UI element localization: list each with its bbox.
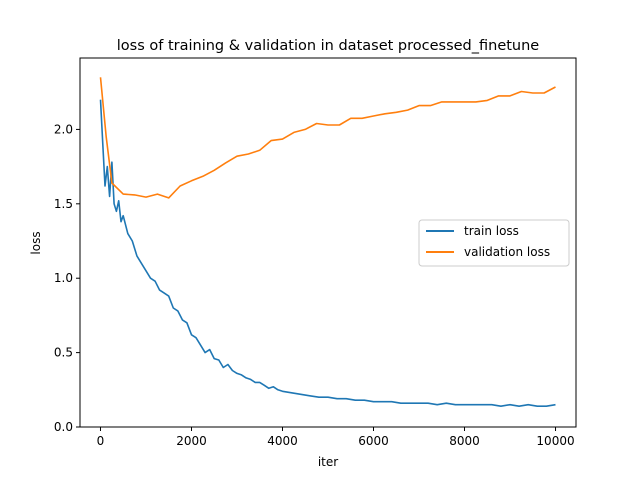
y-tick-label: 0.5 <box>54 346 73 360</box>
x-tick-label: 4000 <box>267 434 298 448</box>
x-axis-label: iter <box>318 455 338 469</box>
x-tick-label: 6000 <box>358 434 389 448</box>
legend-label-train: train loss <box>464 224 519 238</box>
legend-label-validation: validation loss <box>464 245 550 259</box>
x-tick-label: 0 <box>97 434 105 448</box>
legend-box <box>418 219 570 267</box>
series-line-train-loss <box>99 99 556 408</box>
plot-area <box>79 57 577 428</box>
chart-title: loss of training & validation in dataset… <box>117 38 540 54</box>
x-tick-label: 2000 <box>176 434 207 448</box>
y-tick-label: 1.5 <box>54 197 73 211</box>
legend: train loss validation loss <box>418 219 570 267</box>
x-tick-label: 10000 <box>536 434 574 448</box>
x-axis: 0 2000 4000 6000 8000 10000 <box>97 427 575 448</box>
x-tick-label: 8000 <box>449 434 480 448</box>
y-axis-label: loss <box>29 231 43 254</box>
y-axis: 0.0 0.5 1.0 1.5 2.0 <box>54 122 80 434</box>
series-line-validation-loss <box>99 77 556 199</box>
y-tick-label: 0.0 <box>54 420 73 434</box>
y-tick-label: 2.0 <box>54 122 73 136</box>
plot-frame <box>79 57 577 428</box>
y-tick-label: 1.0 <box>54 271 73 285</box>
